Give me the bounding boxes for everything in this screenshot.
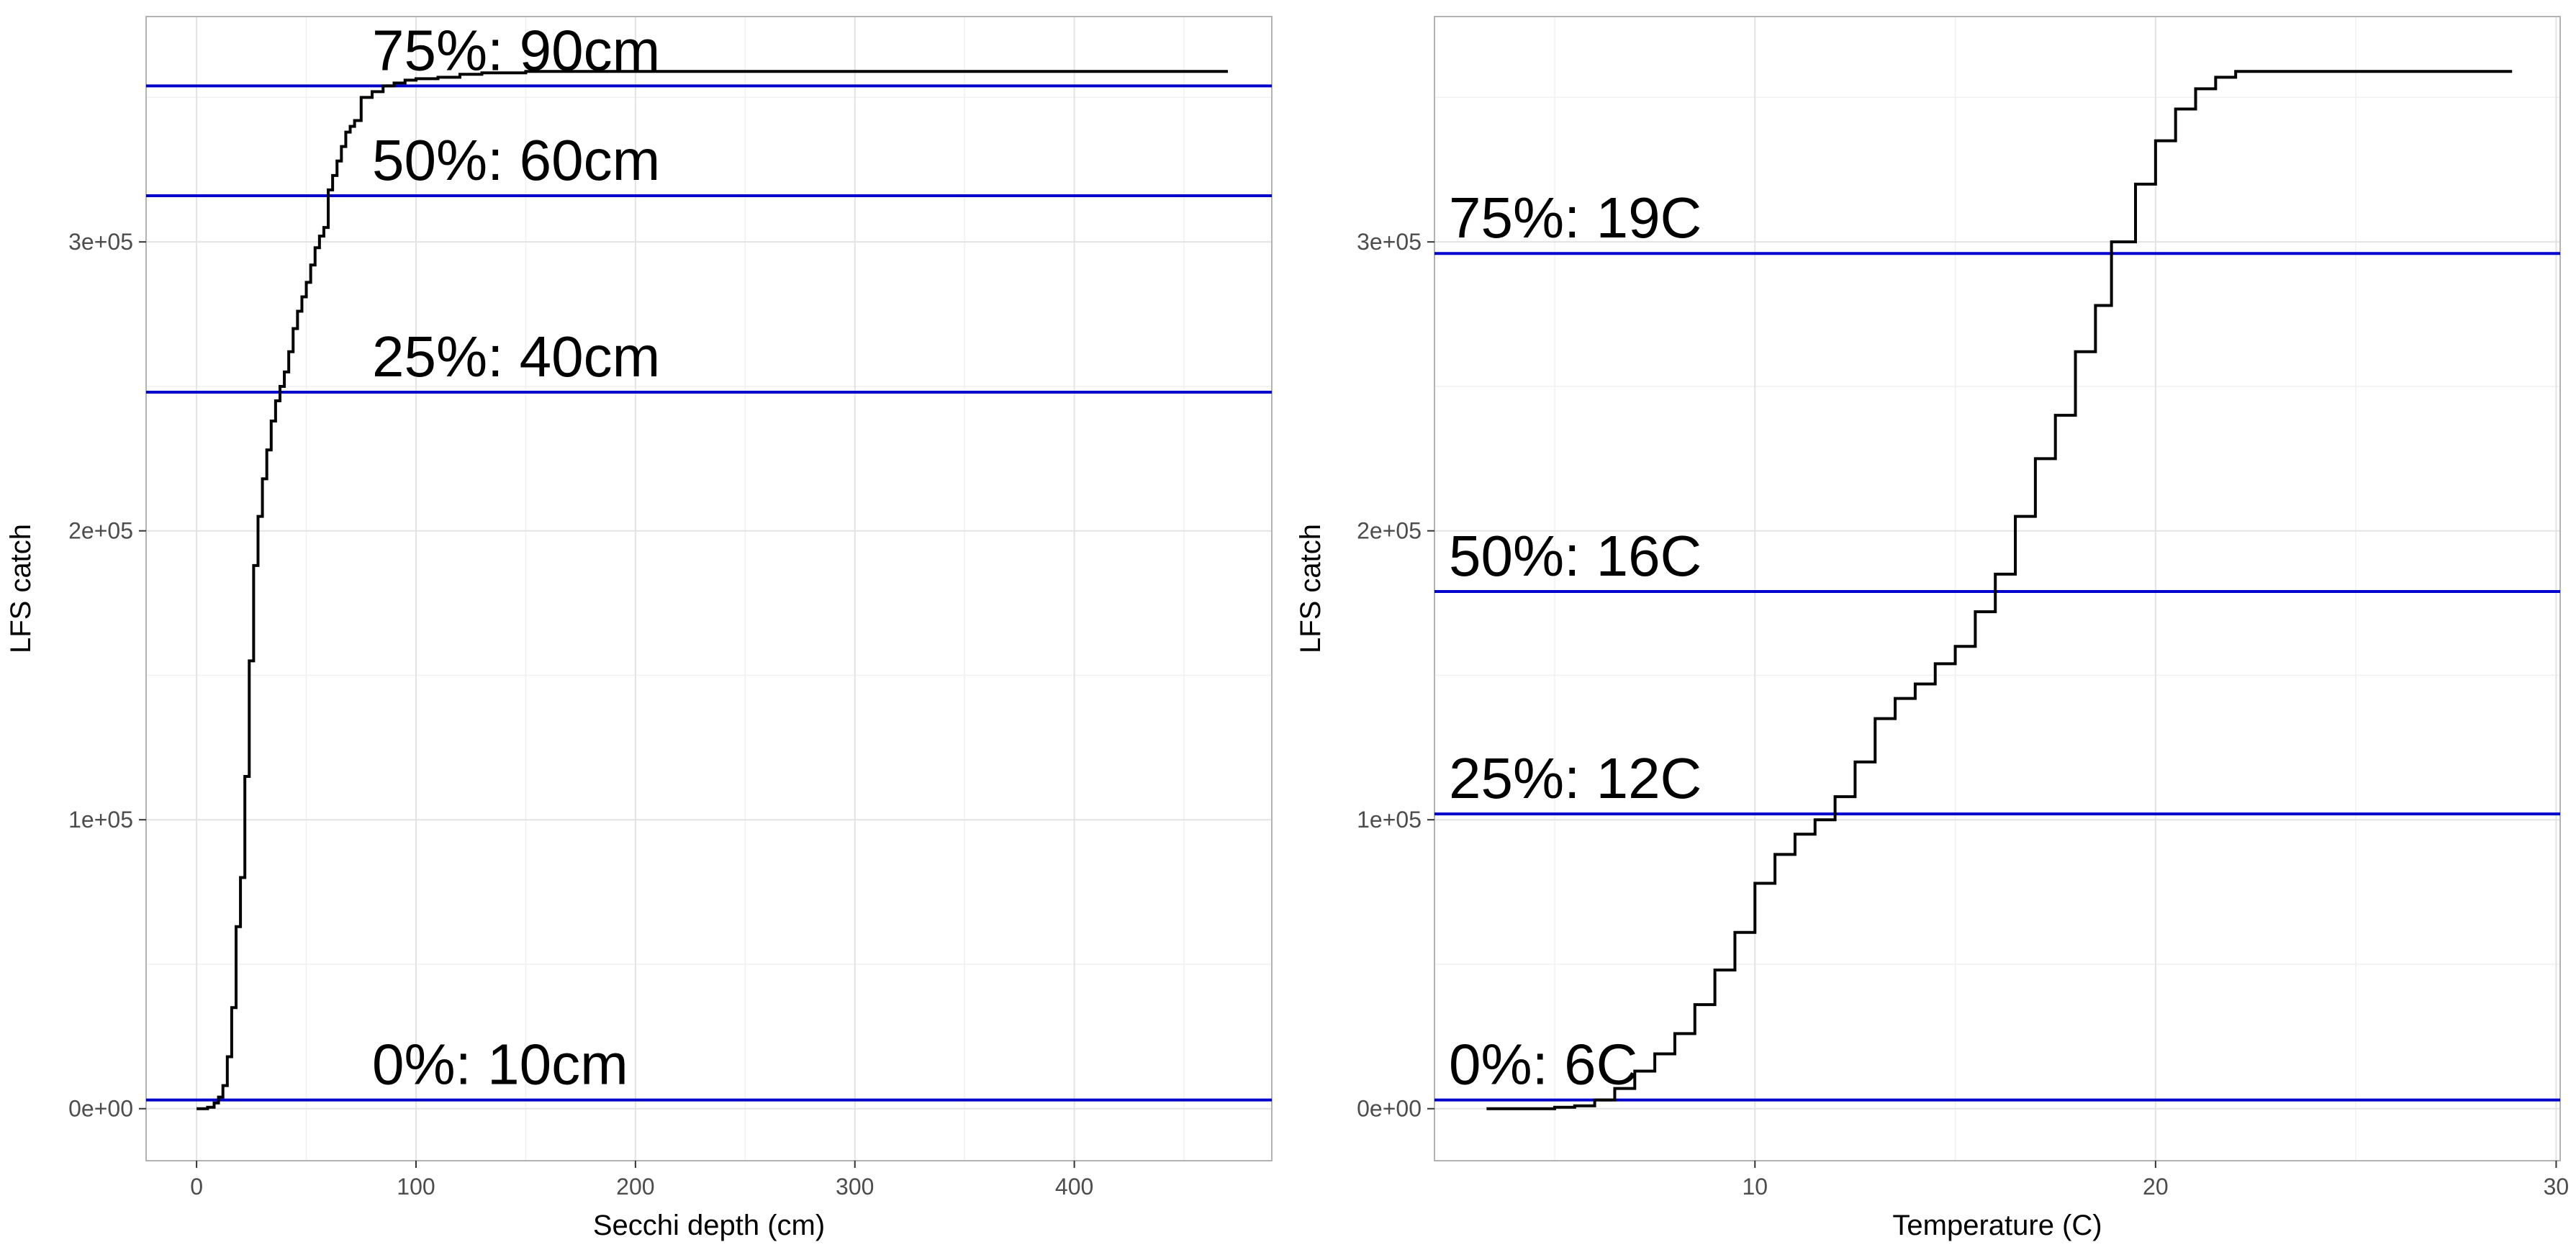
x-axis-title: Secchi depth (cm) xyxy=(593,1210,825,1241)
x-tick-label: 300 xyxy=(836,1174,874,1200)
y-tick-label: 1e+05 xyxy=(68,807,133,833)
x-tick-label: 30 xyxy=(2544,1174,2570,1200)
x-tick-label: 200 xyxy=(616,1174,654,1200)
annotation-label: 0%: 10cm xyxy=(372,1033,628,1097)
panel-border xyxy=(145,16,1273,1161)
x-axis-title: Temperature (C) xyxy=(1892,1210,2102,1241)
annotation-label: 50%: 60cm xyxy=(372,128,660,192)
x-tick-label: 0 xyxy=(190,1174,203,1200)
annotation-label: 50%: 16C xyxy=(1449,524,1701,588)
x-tick-label: 400 xyxy=(1055,1174,1093,1200)
y-tick-label: 0e+00 xyxy=(1357,1096,1422,1122)
series-line xyxy=(196,70,1229,1110)
x-tick-label: 20 xyxy=(2143,1174,2169,1200)
y-tick-label: 2e+05 xyxy=(1357,518,1422,544)
y-tick-label: 3e+05 xyxy=(68,229,133,255)
y-tick-label: 2e+05 xyxy=(68,518,133,544)
y-axis-title: LFS catch xyxy=(5,524,37,653)
annotation-label: 25%: 40cm xyxy=(372,325,660,389)
annotation-label: 25%: 12C xyxy=(1449,746,1701,810)
series-line xyxy=(1486,70,2513,1110)
y-tick-label: 3e+05 xyxy=(1357,229,1422,255)
y-tick-label: 1e+05 xyxy=(1357,807,1422,833)
annotation-label: 0%: 6C xyxy=(1449,1033,1637,1097)
chart-panel-2: 0%: 6C 25%: 12C 50%: 16C 75%: 19C 10 20 30 0e+0… xyxy=(1295,16,2570,1241)
panel-border xyxy=(1434,16,2561,1161)
y-tick-label: 0e+00 xyxy=(68,1096,133,1122)
y-axis-title: LFS catch xyxy=(1295,524,1327,653)
x-tick-label: 100 xyxy=(397,1174,435,1200)
x-tick-label: 10 xyxy=(1742,1174,1768,1200)
annotation-label: 75%: 90cm xyxy=(372,18,660,82)
annotation-label: 75%: 19C xyxy=(1449,186,1701,250)
chart-panel-1: 0%: 10cm 25%: 40cm 50%: 60cm 75%: 90cm 0 100 2… xyxy=(5,16,1273,1241)
